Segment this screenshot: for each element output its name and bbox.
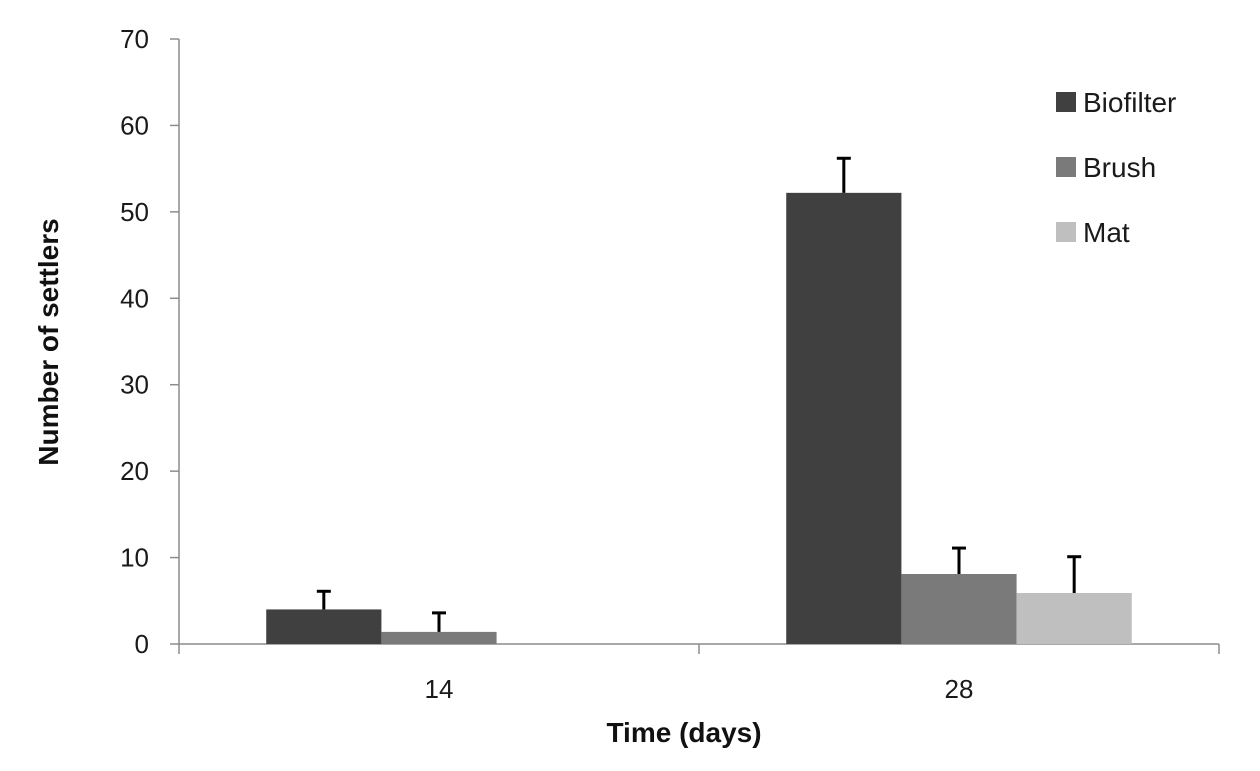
bar-biofilter-14 (266, 609, 382, 644)
legend-swatch-brush (1056, 157, 1076, 177)
x-axis-title: Time (days) (606, 717, 761, 748)
legend-label-biofilter: Biofilter (1083, 87, 1176, 118)
x-tick-label: 14 (425, 674, 454, 704)
y-tick-label: 40 (120, 283, 149, 313)
bar-group (266, 192, 1132, 645)
bar-brush-28 (901, 573, 1017, 644)
y-tick-label: 30 (120, 370, 149, 400)
y-tick-label: 60 (120, 110, 149, 140)
y-tick-label: 20 (120, 456, 149, 486)
legend-label-brush: Brush (1083, 152, 1156, 183)
y-tick-label: 50 (120, 197, 149, 227)
y-axis: 0 10 20 30 40 50 60 70 (120, 24, 180, 659)
x-axis: 14 28 (178, 643, 1220, 704)
bar-mat-28 (1016, 593, 1132, 644)
bar-biofilter-28 (786, 192, 902, 645)
y-tick-label: 0 (135, 629, 149, 659)
y-tick-label: 70 (120, 24, 149, 54)
bar-brush-14 (381, 631, 497, 644)
x-tick-label: 28 (945, 674, 974, 704)
legend-swatch-mat (1056, 222, 1076, 242)
legend: Biofilter Brush Mat (1056, 87, 1176, 248)
legend-label-mat: Mat (1083, 217, 1130, 248)
y-axis-title: Number of settlers (33, 218, 64, 465)
legend-swatch-biofilter (1056, 92, 1076, 112)
y-tick-label: 10 (120, 543, 149, 573)
error-bar-group (316, 156, 1082, 632)
